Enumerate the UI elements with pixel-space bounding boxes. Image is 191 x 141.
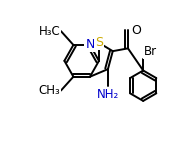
Text: H₃C: H₃C (39, 25, 60, 38)
Text: CH₃: CH₃ (39, 84, 60, 97)
Text: N: N (85, 38, 95, 51)
Text: NH₂: NH₂ (97, 88, 119, 101)
Text: Br: Br (144, 45, 157, 58)
Text: S: S (95, 36, 103, 49)
Text: O: O (131, 24, 141, 37)
